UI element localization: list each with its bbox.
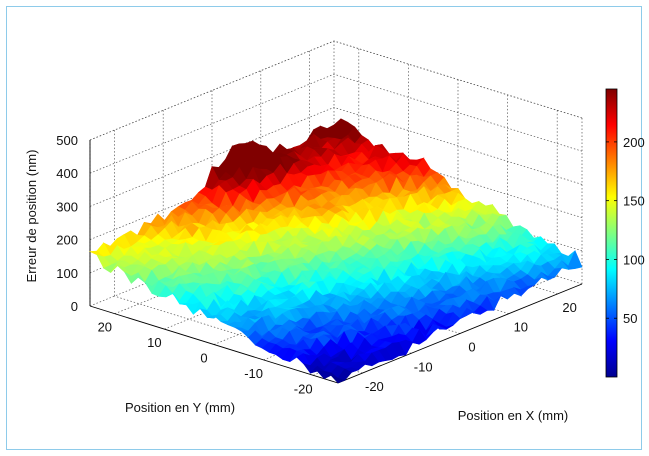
colorbar-tick-label: 50 [623, 311, 637, 326]
y-tick-label: -20 [294, 381, 313, 396]
wall-grid-z2 [333, 107, 583, 185]
z-tick-label: 500 [56, 133, 78, 148]
y-tick-label: 20 [98, 320, 112, 335]
x-tick-label: 20 [562, 300, 576, 315]
x-tick-label: -10 [414, 359, 433, 374]
y-tick-label: 10 [147, 335, 161, 350]
z-tick-label: 0 [71, 299, 78, 314]
y-tick-label: 0 [200, 351, 207, 366]
x-tick-label: 10 [514, 320, 528, 335]
colorbar-tick-label: 150 [623, 194, 645, 209]
x-axis-title: Position en X (mm) [458, 408, 569, 423]
z-tick-label: 200 [56, 233, 78, 248]
z-tick-label: 300 [56, 199, 78, 214]
y-axis-line [89, 305, 339, 384]
wall-grid-z2 [333, 140, 583, 218]
surface [88, 118, 583, 384]
colorbar: 50 100 150 200 [605, 88, 645, 378]
wall-grid-z2 [333, 73, 583, 152]
z-axis-title: Erreur de position (nm) [24, 150, 39, 283]
colorbar-tick-label: 200 [623, 135, 645, 150]
z-tick-label: 100 [56, 266, 78, 281]
colorbar-tick-label: 100 [623, 252, 645, 267]
colorbar-gradient [605, 88, 618, 378]
x-axis-line [337, 283, 583, 384]
box-edge [89, 40, 335, 141]
x-tick-label: 0 [468, 340, 475, 355]
box-edge [333, 40, 583, 119]
z-tick-label: 400 [56, 166, 78, 181]
y-axis-title: Position en Y (mm) [125, 400, 235, 415]
surface-patch [330, 375, 346, 384]
x-tick-label: -20 [365, 379, 384, 394]
axis-labels: 0 100 200 300 400 500 -20 -10 0 10 20 -20 -10 0 10 20 Er… [24, 133, 577, 423]
y-tick-label: -10 [244, 366, 263, 381]
